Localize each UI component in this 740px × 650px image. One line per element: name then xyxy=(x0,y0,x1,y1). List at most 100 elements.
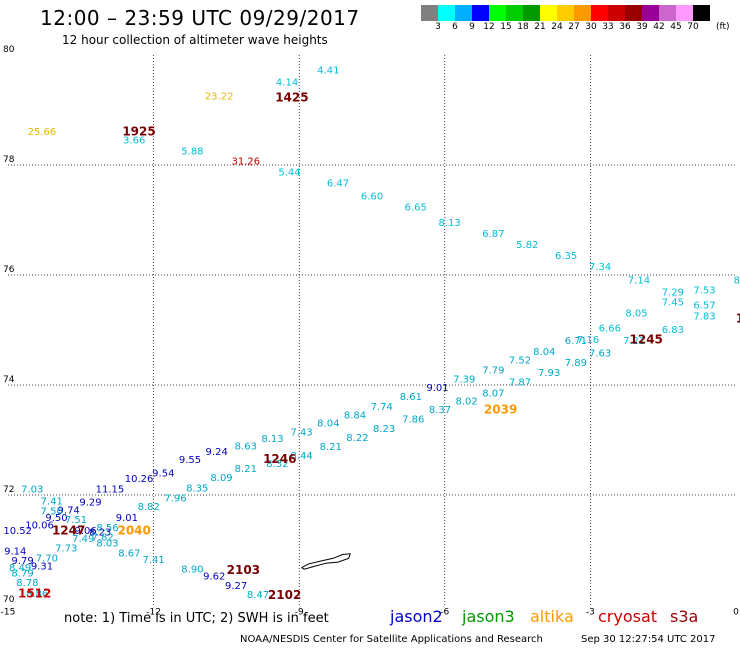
time-label: 1 xyxy=(736,312,740,326)
colorbar-swatch xyxy=(557,5,574,21)
swh-label: 8.21 xyxy=(235,464,257,475)
swh-label: 8.90 xyxy=(181,564,203,575)
swh-label: 7.82 xyxy=(92,532,114,543)
swh-label: 8.05 xyxy=(625,309,647,320)
x-tick-label: -9 xyxy=(295,608,304,618)
swh-label: 8.67 xyxy=(118,548,140,559)
swh-label: 8.86 xyxy=(26,589,48,600)
swh-label: 8.23 xyxy=(89,527,111,538)
x-tick-label: -3 xyxy=(586,608,595,618)
time-label: 1247 xyxy=(52,523,85,537)
colorbar-swatch xyxy=(455,5,472,21)
colorbar-swatch xyxy=(523,5,540,21)
swh-label: 7.74 xyxy=(371,402,393,413)
swh-label: 8.35 xyxy=(186,483,208,494)
time-label: 2039 xyxy=(484,402,517,416)
swh-label: 7.14 xyxy=(628,276,650,287)
y-tick-label: 74 xyxy=(3,375,15,385)
footer-note: note: 1) Time is in UTC; 2) SWH is in fe… xyxy=(64,611,329,626)
colorbar-swatch xyxy=(472,5,489,21)
swh-label: 7.86 xyxy=(402,415,424,426)
swh-label: 8.82 xyxy=(138,502,160,513)
swh-label: 8.02 xyxy=(456,397,478,408)
swh-label: 9.31 xyxy=(31,562,53,573)
swh-label: 4.41 xyxy=(317,65,339,76)
colorbar-swatch xyxy=(693,5,710,21)
swh-label: 8.13 xyxy=(439,218,461,229)
colorbar-swatch xyxy=(659,5,676,21)
colorbar-swatch xyxy=(421,5,438,21)
swh-label: 5.44 xyxy=(278,168,300,179)
swh-label: 6.65 xyxy=(405,202,427,213)
swh-label: 7.16 xyxy=(577,335,599,346)
y-tick-label: 70 xyxy=(3,595,15,605)
swh-label: 8.23 xyxy=(373,424,395,435)
colorbar-label: 42 xyxy=(653,22,665,32)
x-tick-label: -12 xyxy=(146,608,161,618)
swh-label: 9.27 xyxy=(225,581,247,592)
swh-label: 10.26 xyxy=(125,474,154,485)
swh-label: 8.56 xyxy=(96,523,118,534)
colorbar-label: 33 xyxy=(602,22,614,32)
swh-label: 6.87 xyxy=(482,229,504,240)
swh-label: 7.03 xyxy=(21,485,43,496)
colorbar-swatch xyxy=(642,5,659,21)
swh-label: 8.22 xyxy=(346,433,368,444)
colorbar-label: 70 xyxy=(687,22,699,32)
y-tick-label: 72 xyxy=(3,485,14,495)
swh-label: 7.49 xyxy=(72,534,94,545)
footer-credit: NOAA/NESDIS Center for Satellite Applica… xyxy=(240,634,543,645)
swh-label: 9.06 xyxy=(75,526,97,537)
y-tick-label: 80 xyxy=(3,45,15,55)
swh-label: 6.83 xyxy=(662,325,684,336)
swh-label: 10.06 xyxy=(25,520,54,531)
swh-label: 9.01 xyxy=(116,513,138,524)
swh-label: 8.44 xyxy=(290,451,312,462)
swh-label: 7.34 xyxy=(589,262,611,273)
legend-entry-s3a: s3a xyxy=(670,607,699,626)
time-label: 1425 xyxy=(275,90,308,104)
legend-entry-jason3: jason3 xyxy=(462,607,515,626)
colorbar-swatch xyxy=(489,5,506,21)
time-label: 2040 xyxy=(117,523,150,537)
swh-label: 8.37 xyxy=(429,405,451,416)
swh-label: 7.87 xyxy=(509,377,531,388)
swh-label: 9.55 xyxy=(179,455,201,466)
colorbar-swatch xyxy=(540,5,557,21)
colorbar-label: 36 xyxy=(619,22,631,32)
time-label: 1246 xyxy=(263,452,296,466)
swh-label: 9.74 xyxy=(58,505,80,516)
swh-label: 3.66 xyxy=(123,135,145,146)
swh-label: 6.47 xyxy=(327,179,349,190)
swh-label: 6.60 xyxy=(361,191,383,202)
swh-label: 9.24 xyxy=(206,447,228,458)
swh-label: 7.21 xyxy=(623,336,645,347)
swh-label: 8.03 xyxy=(96,538,118,549)
swh-label: 9.54 xyxy=(152,469,174,480)
legend-entry-altika: altika xyxy=(530,607,574,626)
colorbar-label: 39 xyxy=(636,22,648,32)
swh-label: 7.39 xyxy=(453,375,475,386)
y-tick-label: 78 xyxy=(3,155,15,165)
colorbar-label: 6 xyxy=(452,22,458,32)
swh-label: 9.62 xyxy=(203,571,225,582)
swh-label: 9.79 xyxy=(11,556,33,567)
swh-label: 8.78 xyxy=(16,578,38,589)
swh-label: 10.52 xyxy=(3,526,32,537)
colorbar-unit: (ft) xyxy=(716,22,730,32)
swh-label: 7.41 xyxy=(142,555,164,566)
swh-label: 7.63 xyxy=(589,349,611,360)
swh-label: 7.70 xyxy=(36,553,58,564)
colorbar-swatch xyxy=(438,5,455,21)
time-label: 1245 xyxy=(630,332,663,346)
swh-label: 9.14 xyxy=(4,547,26,558)
swh-label: 7.52 xyxy=(509,355,531,366)
swh-label: 8.21 xyxy=(320,442,342,453)
swh-label: 8.63 xyxy=(235,442,257,453)
time-label: 2102 xyxy=(268,588,301,602)
swh-label: 23.22 xyxy=(205,91,234,102)
time-label: 1512 xyxy=(18,587,51,601)
legend-entry-jason2: jason2 xyxy=(390,607,443,626)
